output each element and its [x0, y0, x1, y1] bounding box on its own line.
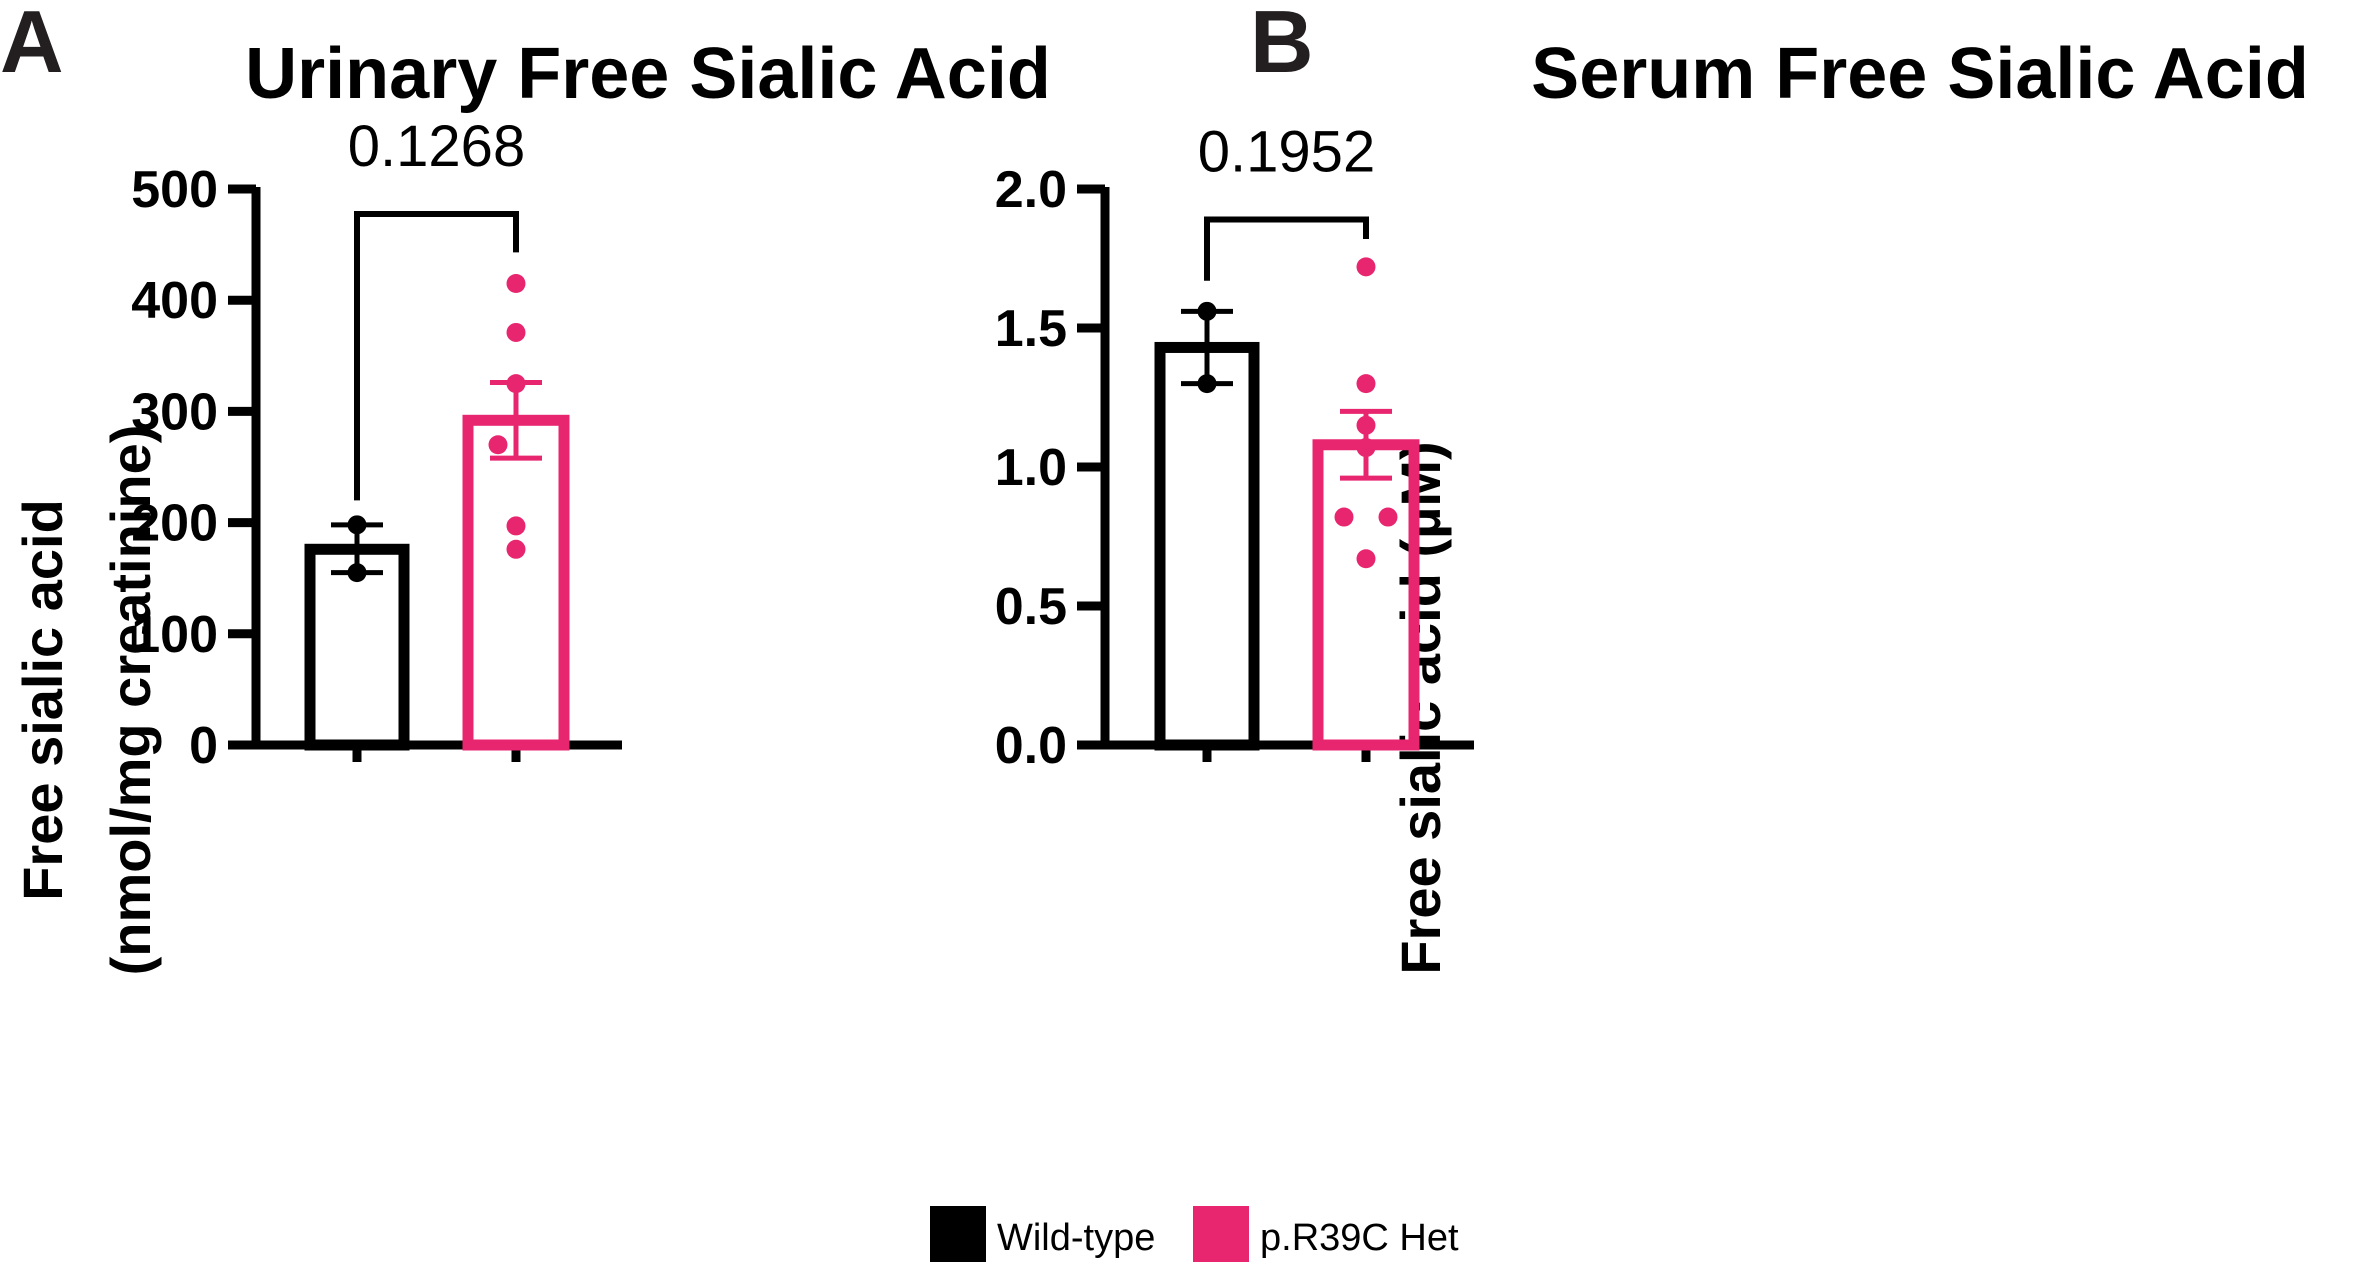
y-tick-label-a: 400 — [131, 272, 218, 330]
y-tick-label-b: 0.0 — [995, 717, 1067, 775]
panel-letter-a: A — [0, 0, 64, 91]
p-value-label-a: 0.1268 — [348, 114, 525, 179]
bar-b-wildtype — [1154, 341, 1260, 751]
data-point-a — [347, 515, 367, 535]
y-tick-label-a: 200 — [131, 495, 218, 553]
legend-label-het: p.R39C Het — [1260, 1217, 1459, 1259]
data-point-b — [1356, 549, 1376, 569]
panel-b: B Serum Free Sialic Acid Free sialic aci… — [995, 0, 2309, 975]
y-tick-label-b: 1.5 — [995, 300, 1067, 358]
data-point-b — [1356, 415, 1376, 435]
data-point-b — [1356, 438, 1376, 458]
data-point-b — [1334, 507, 1354, 527]
data-point-b — [1197, 374, 1217, 394]
panel-title-b: Serum Free Sialic Acid — [1531, 34, 2309, 114]
legend-swatch-wildtype — [930, 1206, 986, 1262]
legend-label-wildtype: Wild-type — [997, 1217, 1155, 1259]
y-tick-label-a: 0 — [189, 717, 218, 775]
data-point-b — [1356, 374, 1376, 394]
panel-title-a: Urinary Free Sialic Acid — [245, 34, 1051, 114]
p-value-label-b: 0.1952 — [1198, 120, 1375, 185]
data-point-a — [347, 563, 367, 583]
y-tick-label-a: 100 — [131, 606, 218, 664]
y-tick-label-b: 2.0 — [995, 161, 1067, 219]
legend: Wild-type p.R39C Het — [930, 1206, 1459, 1262]
y-tick-label-b: 0.5 — [995, 578, 1067, 636]
legend-swatch-het — [1193, 1206, 1249, 1262]
data-point-a — [506, 539, 526, 559]
y-axis-title-a-line1: Free sialic acid — [11, 499, 74, 901]
y-tick-label-a: 300 — [131, 383, 218, 441]
data-point-b — [1197, 301, 1217, 321]
data-point-a — [506, 516, 526, 536]
data-point-a — [506, 374, 526, 394]
y-axis-title-b: Free sialic acid (µM) — [1389, 441, 1452, 974]
plot-area-b: 0.0 0.5 1.0 1.5 2.0 0.1952 — [995, 120, 1474, 775]
plot-area-a: 0 100 200 300 400 500 0.1268 — [131, 114, 622, 775]
bar-a-het — [462, 414, 570, 751]
data-point-b — [1378, 507, 1398, 527]
y-tick-label-b: 1.0 — [995, 439, 1067, 497]
data-point-a — [506, 322, 526, 342]
y-tick-label-a: 500 — [131, 161, 218, 219]
data-point-a — [488, 435, 508, 455]
data-point-b — [1356, 257, 1376, 277]
panel-a: A Urinary Free Sialic Acid Free sialic a… — [0, 0, 1051, 975]
significance-bracket-a — [354, 211, 519, 501]
significance-bracket-b — [1204, 216, 1369, 281]
data-point-a — [506, 274, 526, 294]
y-axis-title-a: Free sialic acid (nmol/mg creatinine) — [11, 425, 162, 976]
panel-letter-b: B — [1250, 0, 1314, 91]
y-axis-title-a-line2: (nmol/mg creatinine) — [99, 425, 162, 976]
